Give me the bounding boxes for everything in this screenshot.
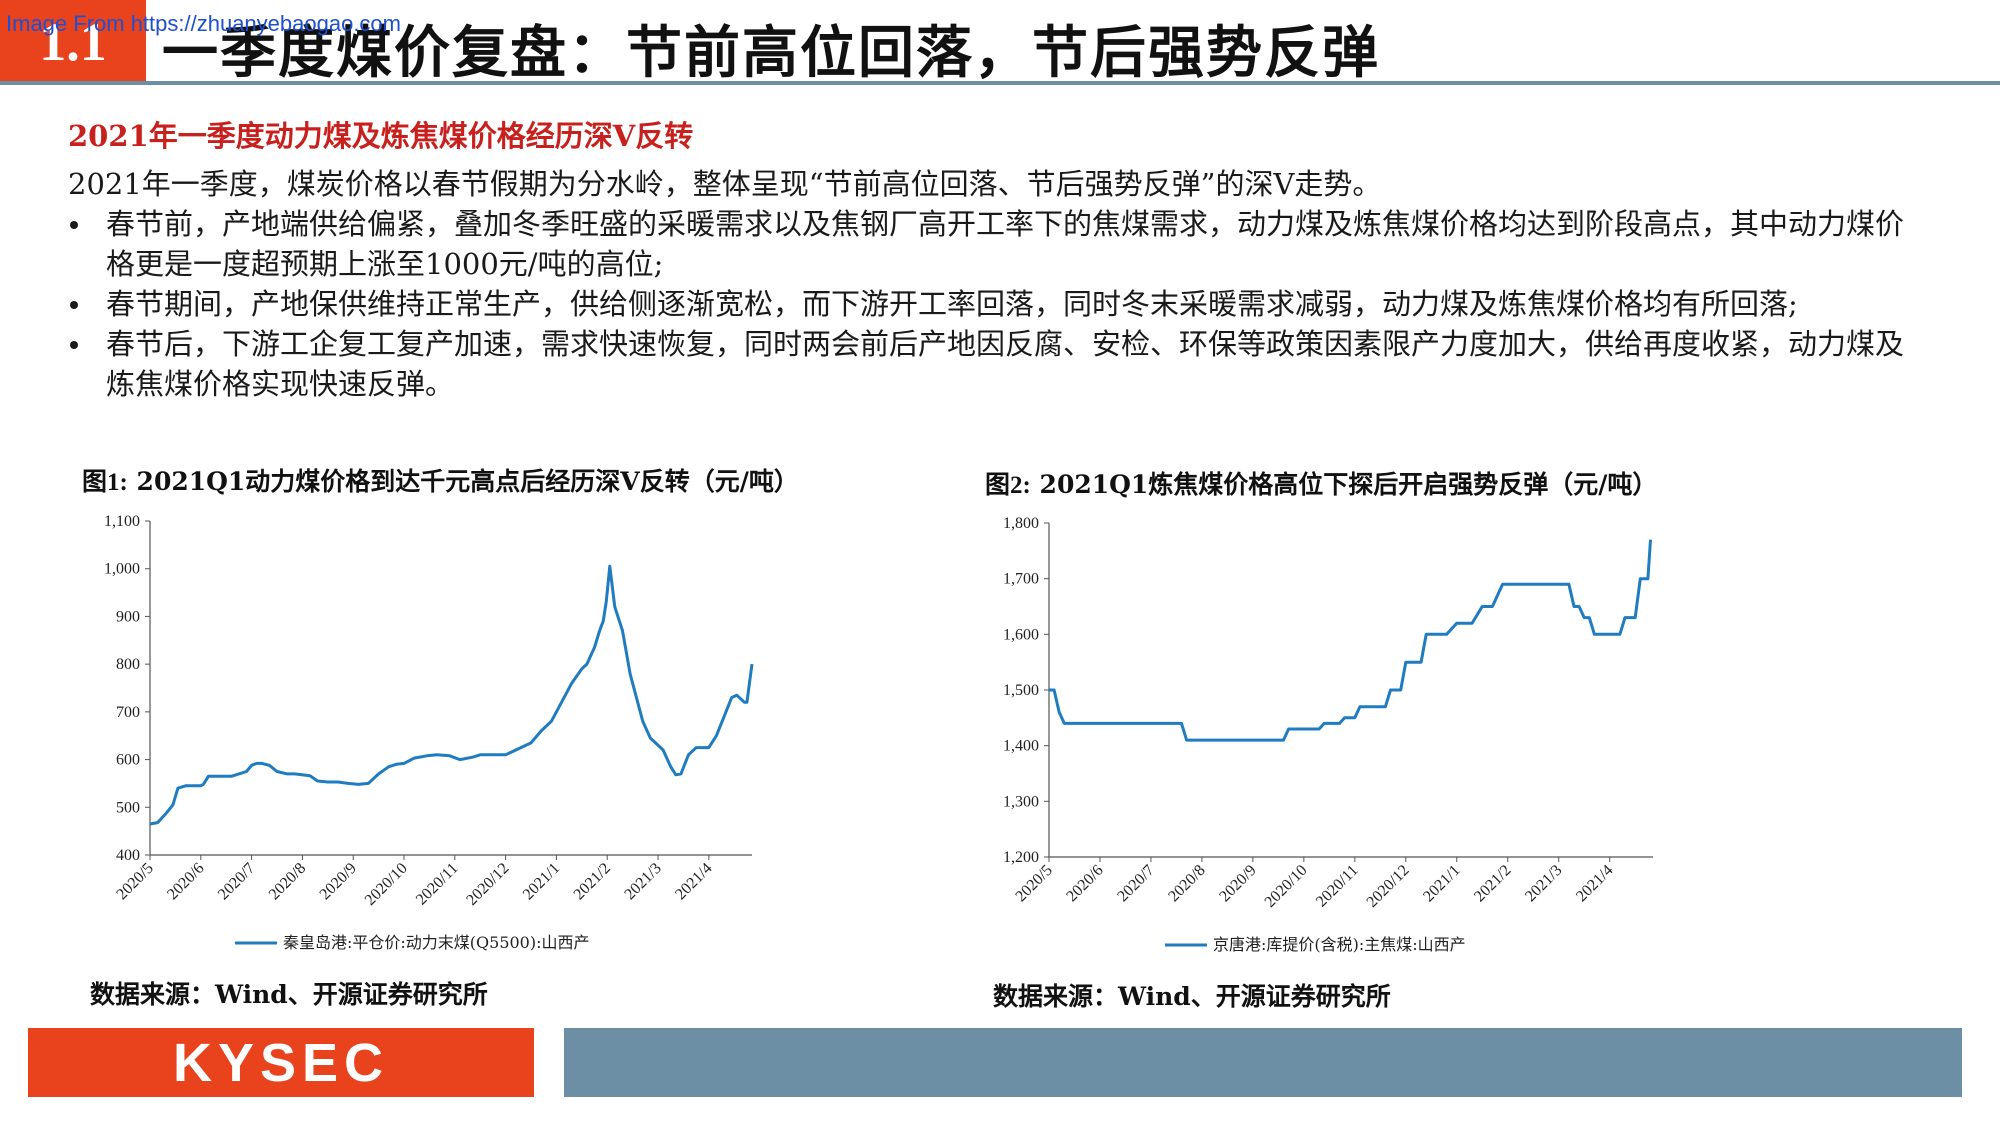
x-tick-label: 2020/10 (1262, 862, 1311, 911)
bullet-dot-icon (70, 221, 78, 229)
y-tick-label: 1,200 (1003, 849, 1039, 866)
x-tick-label: 2020/6 (164, 860, 207, 903)
x-tick-label: 2020/9 (1216, 862, 1259, 905)
figure-2-caption: 2021Q1炼焦煤价格高位下探后开启强势反弹（元/吨） (1039, 470, 1658, 499)
x-tick-label: 2021/1 (1420, 862, 1463, 905)
x-tick-label: 2020/8 (1165, 862, 1208, 905)
x-tick-label: 2021/3 (1522, 862, 1565, 905)
bullet-item: 春节期间，产地保供维持正常生产，供给侧逐渐宽松，而下游开工率回落，同时冬末采暖需… (68, 284, 1906, 324)
figure-2-title: 图2: 2021Q1炼焦煤价格高位下探后开启强势反弹（元/吨） (985, 465, 1657, 501)
x-tick-label: 2020/5 (1012, 862, 1055, 905)
y-tick-label: 700 (116, 704, 140, 721)
y-tick-label: 1,100 (104, 513, 140, 530)
figure-2-number: 图2: (985, 472, 1031, 499)
figure-1-source: 数据来源：Wind、开源证券研究所 (90, 980, 488, 1009)
chart-1: 400 500 600 700 800 900 1,000 1,100 2020/5 2020/6… (104, 513, 754, 952)
legend-label: 秦皇岛港:平仓价:动力末煤(Q5500):山西产 (283, 933, 590, 952)
y-tick-label: 600 (116, 752, 140, 769)
title-divider (0, 81, 2000, 85)
y-tick-label: 500 (116, 799, 140, 816)
bullet-text: 春节期间，产地保供维持正常生产，供给侧逐渐宽松，而下游开工率回落，同时冬末采暖需… (106, 287, 1798, 321)
legend-label: 京唐港:库提价(含税):主焦煤:山西产 (1213, 935, 1466, 954)
series-line (1049, 539, 1652, 742)
x-tick-label: 2021/4 (1573, 862, 1616, 905)
bullet-text: 春节前，产地端供给偏紧，叠加冬季旺盛的采暖需求以及焦钢厂高开工率下的焦煤需求，动… (106, 207, 1905, 281)
x-tick-label: 2021/2 (571, 860, 614, 903)
y-tick-label: 1,300 (1003, 793, 1039, 810)
y-tick-label: 1,800 (1003, 515, 1039, 532)
logo-text: KYSEC (172, 1032, 390, 1093)
x-tick-label: 2020/11 (1313, 862, 1362, 911)
y-tick-label: 1,000 (104, 561, 140, 578)
x-tick-label: 2020/5 (113, 860, 156, 903)
y-tick-label: 1,700 (1003, 571, 1039, 588)
x-tick-label: 2021/4 (672, 860, 715, 903)
section-heading: 2021年一季度动力煤及炼焦煤价格经历深V反转 (68, 119, 694, 153)
bullet-item: 春节后，下游工企复工复产加速，需求快速恢复，同时两会前后产地因反腐、安检、环保等… (68, 324, 1906, 404)
y-tick-label: 1,500 (1003, 682, 1039, 699)
y-tick-label: 900 (116, 608, 140, 625)
figure-1-title: 图1: 2021Q1动力煤价格到达千元高点后经历深V反转（元/吨） (82, 462, 799, 498)
figure-1-caption: 2021Q1动力煤价格到达千元高点后经历深V反转（元/吨） (136, 467, 799, 496)
bullet-dot-icon (70, 301, 78, 309)
bullet-text: 春节后，下游工企复工复产加速，需求快速恢复，同时两会前后产地因反腐、安检、环保等… (106, 327, 1905, 401)
section-number-badge: 1.1 (0, 0, 146, 84)
figure-1-number: 图1: (82, 469, 128, 496)
series-line (149, 564, 754, 826)
x-tick-label: 2020/7 (1114, 862, 1157, 905)
y-tick-label: 400 (116, 847, 140, 864)
watermark: Image From https://zhuanyebaogao.com (6, 11, 401, 36)
section-number: 1.1 (39, 12, 107, 72)
bullet-dot-icon (70, 341, 78, 349)
y-tick-label: 1,600 (1003, 626, 1039, 643)
kysec-logo: KYSEC (28, 1028, 534, 1097)
bullet-list: 春节前，产地端供给偏紧，叠加冬季旺盛的采暖需求以及焦钢厂高开工率下的焦煤需求，动… (68, 204, 1904, 404)
x-tick-label: 2021/2 (1471, 862, 1514, 905)
footer-bar (564, 1028, 1962, 1097)
x-tick-label: 2020/7 (215, 860, 258, 903)
intro-paragraph: 2021年一季度，煤炭价格以春节假期为分水岭，整体呈现“节前高位回落、节后强势反… (68, 167, 1382, 201)
x-tick-label: 2020/10 (362, 860, 411, 909)
x-tick-label: 2021/1 (520, 860, 563, 903)
x-tick-label: 2021/3 (621, 860, 664, 903)
y-tick-label: 1,400 (1003, 738, 1039, 755)
y-tick-label: 800 (116, 656, 140, 673)
x-tick-label: 2020/11 (413, 860, 462, 909)
x-tick-label: 2020/9 (317, 860, 360, 903)
x-tick-label: 2020/12 (1364, 862, 1413, 911)
x-tick-label: 2020/6 (1063, 862, 1106, 905)
figure-2-source: 数据来源：Wind、开源证券研究所 (993, 982, 1391, 1011)
page-title: 一季度煤价复盘：节前高位回落，节后强势反弹 (162, 20, 1380, 86)
x-tick-label: 2020/8 (266, 860, 309, 903)
x-tick-label: 2020/12 (463, 860, 512, 909)
bullet-item: 春节前，产地端供给偏紧，叠加冬季旺盛的采暖需求以及焦钢厂高开工率下的焦煤需求，动… (68, 204, 1906, 284)
body-text: 2021年一季度，煤炭价格以春节假期为分水岭，整体呈现“节前高位回落、节后强势反… (68, 164, 1904, 404)
chart-2: 1,200 1,300 1,400 1,500 1,600 1,700 1,800 2020/… (1003, 515, 1653, 954)
